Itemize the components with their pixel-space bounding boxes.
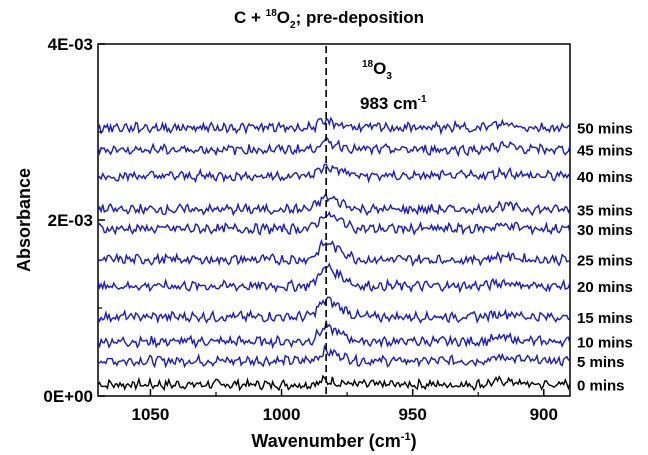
series-label-40-mins: 40 mins — [577, 169, 633, 186]
y-axis: 0E+00 2E-03 4E-03 — [43, 35, 105, 406]
series-labels: 0 mins 5 mins 10 mins 15 mins 20 mins 25 mins… — [577, 121, 633, 395]
series-line-10-mins — [97, 319, 571, 350]
series-line-30-mins — [97, 210, 571, 236]
series-line-0-mins — [97, 374, 571, 392]
series-label-20-mins: 20 mins — [577, 279, 633, 296]
series-label-25-mins: 25 mins — [577, 253, 633, 270]
series-layer — [97, 116, 571, 392]
y-tick-label: 2E-03 — [48, 211, 93, 230]
series-label-45-mins: 45 mins — [577, 143, 633, 160]
x-tick-label: 900 — [530, 405, 558, 424]
series-line-40-mins — [97, 163, 571, 184]
y-tick-label: 0E+00 — [43, 387, 93, 406]
x-tick-label: 950 — [398, 405, 426, 424]
chart-title: C + 18O2; pre-deposition — [234, 8, 424, 31]
series-label-50-mins: 50 mins — [577, 121, 633, 138]
y-axis-title: Absorbance — [14, 168, 34, 272]
series-line-35-mins — [97, 191, 571, 217]
series-label-15-mins: 15 mins — [577, 310, 633, 327]
x-tick-label: 1000 — [263, 405, 301, 424]
x-axis: 1050 1000 950 900 — [132, 389, 558, 424]
series-label-0-mins: 0 mins — [577, 378, 625, 395]
y-tick-label: 4E-03 — [48, 35, 93, 54]
series-line-25-mins — [97, 238, 571, 267]
series-line-45-mins — [97, 135, 571, 158]
series-line-50-mins — [97, 116, 571, 136]
annotation-species: 18O3 — [362, 59, 392, 82]
x-tick-label: 1050 — [132, 405, 170, 424]
series-label-10-mins: 10 mins — [577, 334, 633, 351]
series-label-35-mins: 35 mins — [577, 202, 633, 219]
series-label-5-mins: 5 mins — [577, 354, 625, 371]
series-line-15-mins — [97, 296, 571, 325]
annotation-wavenumber: 983 cm-1 — [360, 94, 427, 113]
series-label-30-mins: 30 mins — [577, 222, 633, 239]
series-line-20-mins — [97, 262, 571, 294]
x-axis-title: Wavenumber (cm-1) — [251, 431, 416, 451]
series-line-5-mins — [97, 344, 571, 369]
